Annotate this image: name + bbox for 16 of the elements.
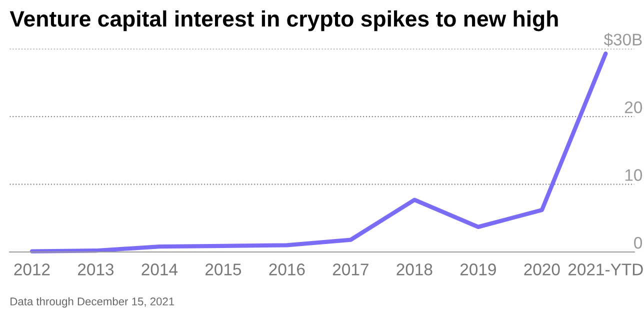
y-tick-label: $30B — [604, 33, 642, 46]
chart-title: Venture capital interest in crypto spikes to new high — [10, 10, 558, 32]
x-tick-label: 2014 — [142, 264, 178, 276]
text: Data through December 15, 2021 — [10, 297, 174, 308]
x-tick-label: 2012 — [14, 264, 50, 276]
x-tick-label: 2015 — [206, 264, 242, 276]
x-tick-label: 2016 — [269, 264, 305, 276]
y-tick-label: 20 — [624, 101, 642, 114]
x-tick-label: 2017 — [332, 264, 368, 276]
x-tick-label: 2018 — [396, 264, 432, 276]
y-tick-label: 0 — [634, 236, 642, 249]
y-tick-label: 10 — [625, 169, 642, 181]
x-tick-label: 2020 — [524, 264, 560, 276]
x-tick-label: 2021-YTD — [568, 264, 643, 276]
x-tick-label: 2019 — [460, 264, 496, 276]
x-tick-label: 2013 — [78, 264, 114, 276]
